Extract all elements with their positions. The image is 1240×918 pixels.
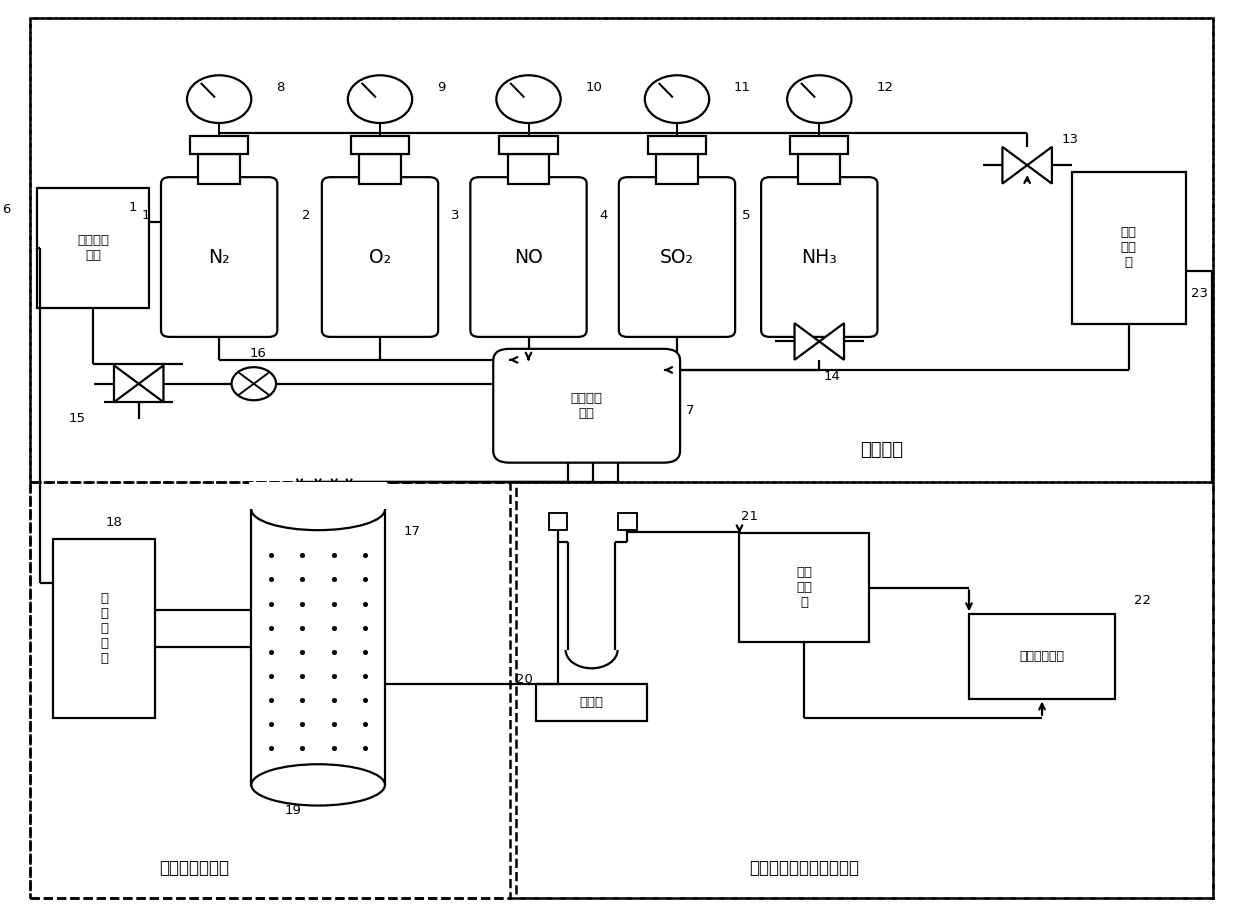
Text: 温
度
控
制
器: 温 度 控 制 器 xyxy=(100,592,108,666)
Bar xyxy=(249,482,387,509)
Circle shape xyxy=(348,75,412,123)
Bar xyxy=(351,136,409,154)
FancyBboxPatch shape xyxy=(161,177,278,337)
Text: 14: 14 xyxy=(823,370,839,383)
Bar xyxy=(190,136,248,154)
Polygon shape xyxy=(820,323,844,360)
Text: 3: 3 xyxy=(450,209,459,222)
Circle shape xyxy=(187,75,252,123)
Text: 烟气分析及尾气处理系统: 烟气分析及尾气处理系统 xyxy=(749,858,859,877)
Text: 1: 1 xyxy=(128,201,136,214)
FancyBboxPatch shape xyxy=(494,349,680,463)
Text: O₂: O₂ xyxy=(370,248,391,266)
Bar xyxy=(536,684,647,721)
Polygon shape xyxy=(1002,147,1027,184)
Text: 21: 21 xyxy=(740,510,758,523)
Bar xyxy=(30,482,510,898)
Polygon shape xyxy=(139,365,164,402)
Text: 水汽发生
装置: 水汽发生 装置 xyxy=(77,234,109,262)
Text: N₂: N₂ xyxy=(208,248,229,266)
Bar xyxy=(252,509,384,785)
Ellipse shape xyxy=(252,764,384,806)
Text: 配气系统: 配气系统 xyxy=(859,441,903,459)
Text: 6: 6 xyxy=(1,203,10,216)
Text: 尾气吸收装置: 尾气吸收装置 xyxy=(1019,650,1064,663)
Circle shape xyxy=(787,75,852,123)
Bar xyxy=(516,482,1213,898)
Text: 18: 18 xyxy=(105,516,123,530)
Text: 10: 10 xyxy=(585,81,603,94)
Text: 7: 7 xyxy=(686,404,694,417)
Bar xyxy=(968,614,1115,699)
Text: 9: 9 xyxy=(436,81,445,94)
Text: SO₂: SO₂ xyxy=(660,248,694,266)
Text: 15: 15 xyxy=(68,412,86,425)
Bar xyxy=(37,188,149,308)
FancyBboxPatch shape xyxy=(619,177,735,337)
Ellipse shape xyxy=(252,488,384,531)
Text: 19: 19 xyxy=(285,804,301,817)
Bar xyxy=(790,136,848,154)
Text: 20: 20 xyxy=(516,673,533,686)
FancyBboxPatch shape xyxy=(761,177,878,337)
Text: 17: 17 xyxy=(403,525,420,538)
Bar xyxy=(656,154,698,184)
Text: 催化剂反应系统: 催化剂反应系统 xyxy=(160,858,229,877)
Text: 23: 23 xyxy=(1190,286,1208,300)
Circle shape xyxy=(232,367,277,400)
Polygon shape xyxy=(114,365,139,402)
Bar xyxy=(360,154,401,184)
Text: 16: 16 xyxy=(249,347,265,360)
Bar xyxy=(647,136,706,154)
Bar xyxy=(619,513,637,530)
FancyBboxPatch shape xyxy=(470,177,587,337)
Bar xyxy=(53,540,155,718)
Text: 8: 8 xyxy=(277,81,284,94)
Text: 气体混合
装置: 气体混合 装置 xyxy=(570,392,603,420)
Text: 粉尘
发生
器: 粉尘 发生 器 xyxy=(1121,227,1137,269)
Polygon shape xyxy=(1027,147,1052,184)
Bar xyxy=(30,18,1213,482)
Text: 除氨气: 除氨气 xyxy=(579,696,604,709)
Bar xyxy=(799,154,839,184)
Text: 13: 13 xyxy=(1061,133,1079,146)
Text: 2: 2 xyxy=(303,209,311,222)
Polygon shape xyxy=(795,323,820,360)
Text: NO: NO xyxy=(515,248,543,266)
Text: 22: 22 xyxy=(1133,594,1151,607)
Text: 11: 11 xyxy=(734,81,751,94)
Text: 5: 5 xyxy=(742,209,750,222)
Circle shape xyxy=(645,75,709,123)
Text: 1: 1 xyxy=(141,209,150,222)
Bar xyxy=(739,533,869,642)
Circle shape xyxy=(496,75,560,123)
Bar xyxy=(507,154,549,184)
FancyBboxPatch shape xyxy=(322,177,438,337)
Text: 4: 4 xyxy=(599,209,608,222)
Bar xyxy=(549,513,568,530)
Text: 烟气
分析
仪: 烟气 分析 仪 xyxy=(796,566,812,609)
Bar xyxy=(1071,173,1185,324)
Bar xyxy=(198,154,241,184)
Text: NH₃: NH₃ xyxy=(801,248,837,266)
Text: 12: 12 xyxy=(877,81,893,94)
Bar xyxy=(500,136,558,154)
